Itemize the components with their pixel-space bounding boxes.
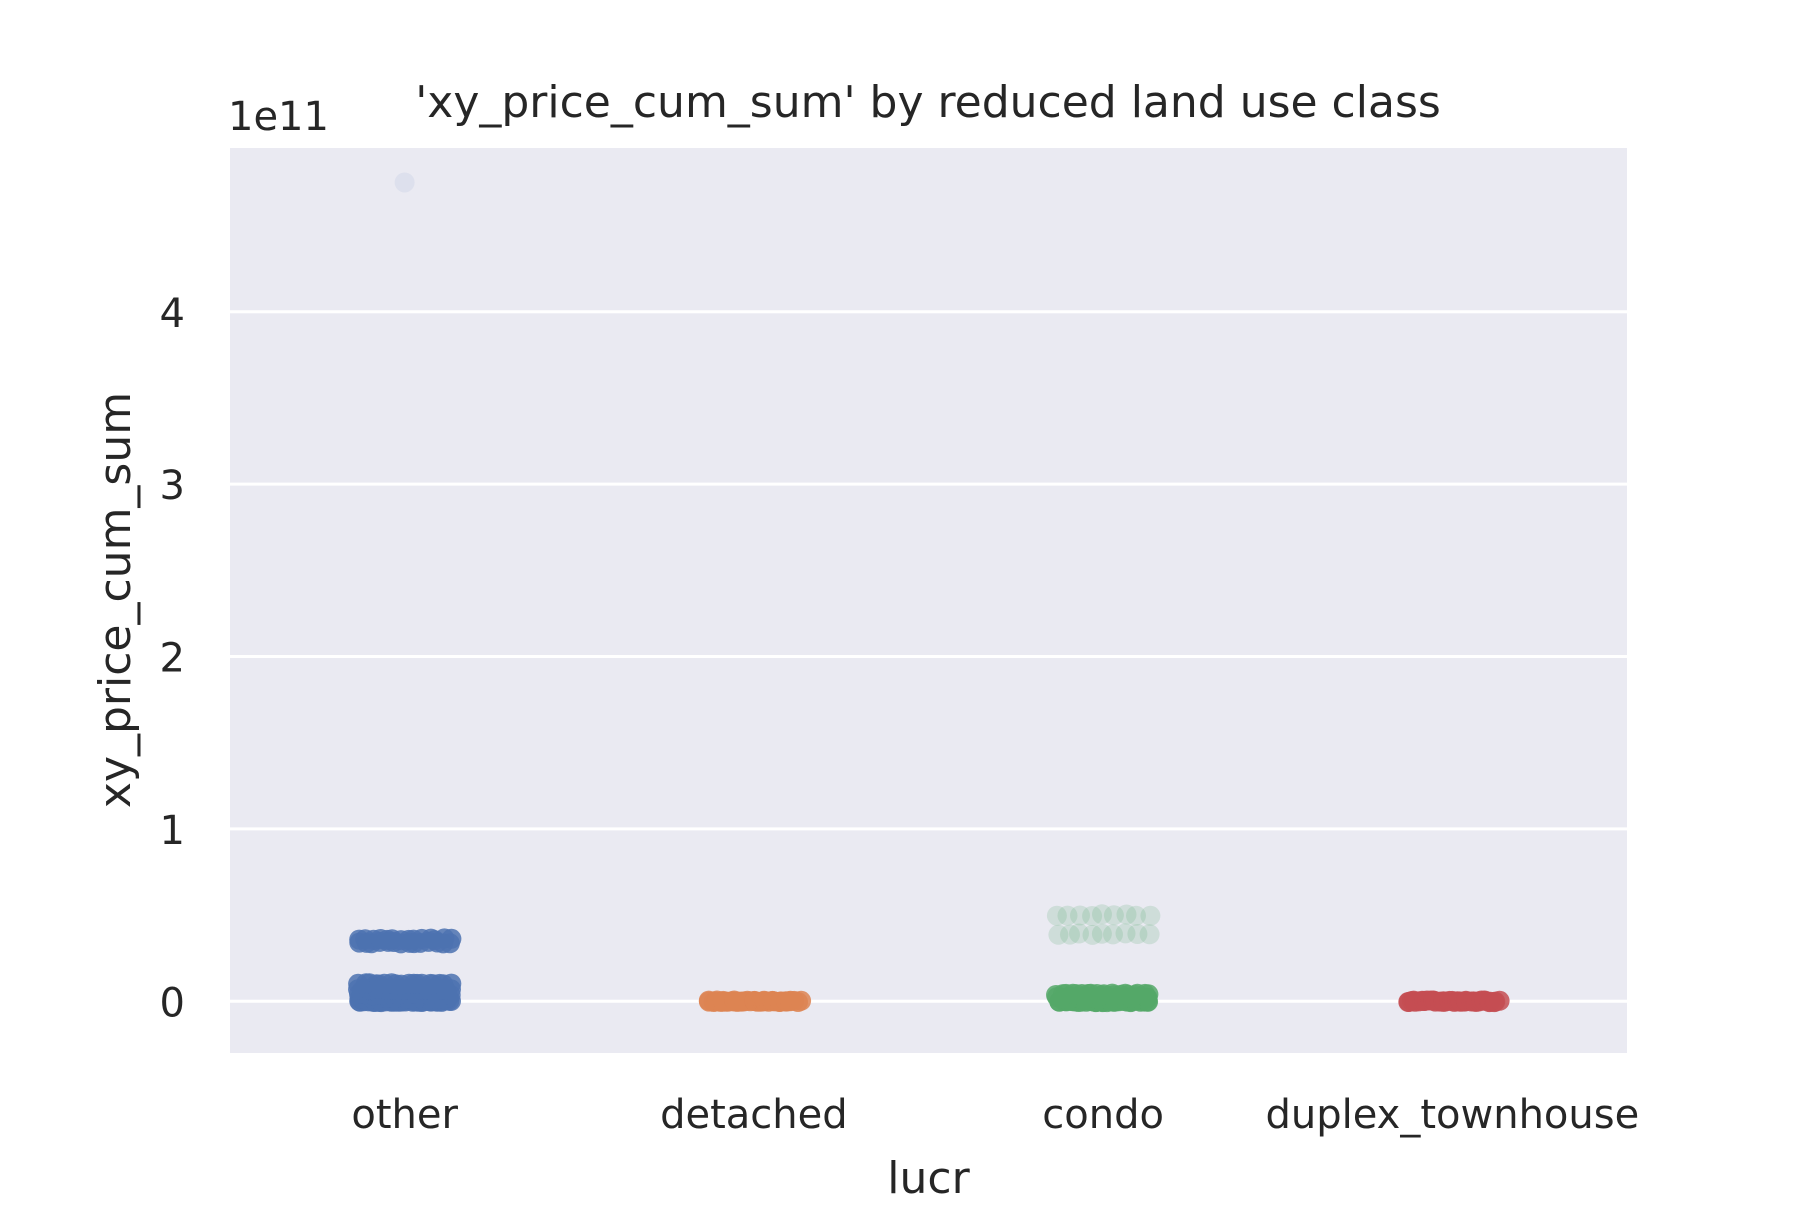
data-point (1140, 905, 1161, 926)
data-point (1070, 905, 1090, 926)
plot-area (230, 148, 1627, 1053)
data-point (1069, 923, 1089, 944)
x-tick-label: duplex_townhouse (1266, 1092, 1640, 1138)
data-points (348, 172, 1510, 1013)
data-point (1091, 923, 1112, 944)
x-axis-label: lucr (887, 1153, 970, 1200)
y-tick-label: 3 (160, 463, 185, 509)
y-tick-label: 1 (160, 808, 185, 854)
y-tick-labels: 0 1 2 3 4 (160, 291, 185, 1027)
data-point (1116, 904, 1137, 925)
data-point (1139, 924, 1160, 945)
data-point (1489, 990, 1510, 1011)
data-point (1082, 924, 1103, 945)
data-point (1048, 924, 1069, 945)
data-point (1103, 905, 1124, 926)
data-point (441, 928, 462, 949)
data-point (1138, 984, 1159, 1005)
chart-title: 'xy_price_cum_sum' by reduced land use c… (415, 77, 1441, 128)
data-point (441, 973, 462, 994)
data-point (1126, 905, 1146, 926)
data-point (1115, 923, 1136, 944)
data-point (1127, 924, 1148, 944)
data-point (1060, 924, 1080, 945)
y-tick-label: 0 (160, 980, 185, 1026)
y-tick-label: 4 (160, 291, 185, 337)
outlier-point (394, 172, 415, 193)
data-point (1103, 924, 1123, 945)
y-axis-label: xy_price_cum_sum (90, 392, 141, 808)
data-point (1082, 906, 1103, 926)
y-offset-label: 1e11 (228, 94, 329, 140)
x-tick-label: condo (1042, 1092, 1164, 1138)
grid-lines (230, 310, 1627, 1003)
x-tick-label: other (351, 1092, 458, 1138)
data-point (1046, 905, 1067, 926)
data-point (791, 990, 812, 1011)
y-tick-label: 2 (160, 636, 185, 682)
x-tick-label: detached (660, 1092, 848, 1138)
data-point (1092, 904, 1112, 925)
x-tick-labels: other detached condo duplex_townhouse (351, 1092, 1639, 1138)
data-point (1057, 905, 1078, 926)
